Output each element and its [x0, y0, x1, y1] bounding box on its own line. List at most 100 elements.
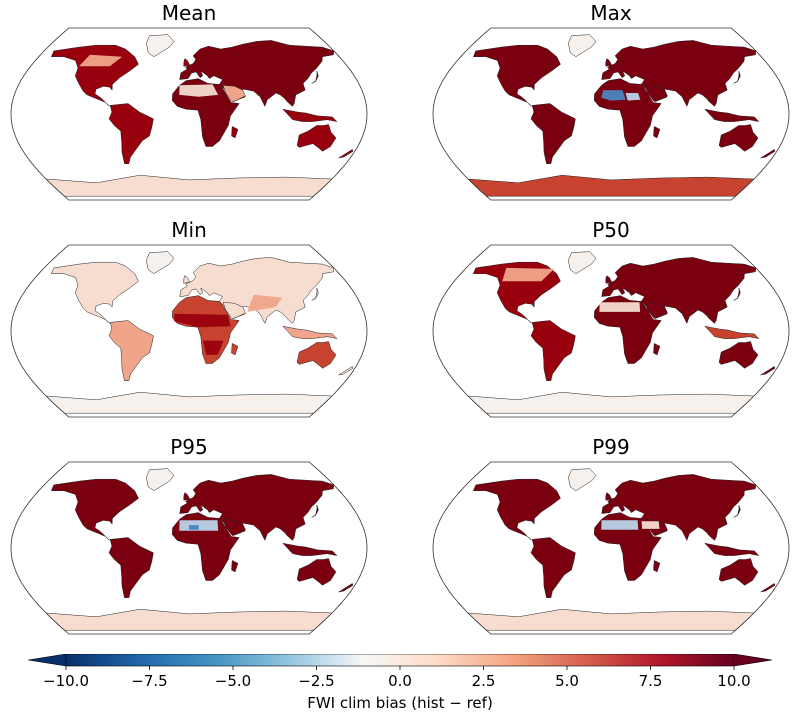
bias-patch [174, 313, 231, 328]
landmass-uk [605, 275, 613, 284]
landmass-namerica [50, 261, 139, 324]
landmass-antarctica [467, 174, 755, 197]
panel-title-p95: P95 [170, 435, 208, 459]
bias-patch [247, 294, 283, 312]
landmass-madagascar [231, 343, 239, 356]
landmass-namerica [50, 478, 139, 541]
panel-title-mean: Mean [161, 1, 217, 25]
map-frame [10, 27, 368, 201]
colorbar-tick-label: 10.0 [717, 672, 751, 690]
colorbar-tick-label: −5.0 [214, 672, 252, 690]
landmass-samerica [108, 320, 154, 381]
landmass-indonesia [282, 542, 338, 556]
landmass-arabia [644, 302, 668, 319]
bias-patch [179, 520, 219, 531]
colorbar-extend-low [28, 654, 66, 666]
landmass-uk [183, 492, 191, 501]
map-frame [10, 244, 368, 418]
world-map-p99 [432, 461, 790, 635]
landmass-eurasia [179, 40, 335, 108]
landmass-namerica [50, 44, 139, 107]
landmass-africa [594, 295, 662, 364]
landmass-greenland [146, 251, 175, 274]
landmass-australia [296, 124, 337, 152]
landmass-samerica [530, 103, 576, 164]
bias-patch [79, 54, 123, 67]
landmass-madagascar [653, 126, 661, 139]
landmass-antarctica [45, 174, 333, 197]
landmass-arabia [644, 85, 668, 102]
landmass-eurasia [601, 40, 757, 108]
landmass-uk [605, 58, 613, 67]
world-map-max [432, 27, 790, 201]
landmass-indonesia [704, 108, 760, 122]
colorbar-label: FWI clim bias (hist − ref) [307, 694, 493, 712]
landmass-nz [760, 149, 776, 159]
colorbar-body [65, 654, 735, 667]
landmass-greenland [568, 34, 597, 57]
colorbar-gradient [27, 654, 773, 670]
landmass-nz [760, 583, 776, 593]
landmass-greenland [146, 34, 175, 57]
landmass-uk [183, 58, 191, 67]
panel-max: Max [426, 2, 796, 202]
landmass-eurasia [601, 257, 757, 325]
landmass-japan [311, 70, 319, 84]
colorbar-tick-label: −2.5 [298, 672, 335, 690]
panel-title-p99: P99 [592, 435, 630, 459]
landmass-samerica [530, 537, 576, 598]
landmass-samerica [530, 320, 576, 381]
bias-patch [179, 84, 219, 97]
landmass-australia [296, 558, 337, 586]
landmass-antarctica [467, 608, 755, 631]
world-map-p50 [432, 244, 790, 418]
landmass-indonesia [704, 325, 760, 339]
landmass-madagascar [653, 343, 661, 356]
landmass-japan [311, 504, 319, 518]
landmass-indonesia [282, 108, 338, 122]
landmass-antarctica [467, 391, 755, 414]
bias-patch [641, 521, 660, 529]
landmass-greenland [146, 468, 175, 491]
landmass-namerica [472, 478, 561, 541]
landmass-eurasia [179, 257, 335, 325]
landmass-arabia [222, 85, 246, 102]
colorbar-tick-label: −10.0 [43, 672, 89, 690]
landmass-nz [760, 366, 776, 376]
colorbar-tick-label: −7.5 [131, 672, 168, 690]
bias-patch [502, 267, 555, 282]
panel-title-p50: P50 [592, 218, 630, 242]
world-map-p95 [10, 461, 368, 635]
landmass-japan [733, 504, 741, 518]
colorbar-tick-label: 0.0 [388, 672, 412, 690]
colorbar-tick-label: 2.5 [471, 672, 496, 690]
panel-p95: P95 [4, 436, 374, 636]
landmass-australia [718, 124, 759, 152]
landmass-nz [338, 583, 354, 593]
landmass-indonesia [704, 542, 760, 556]
landmass-japan [733, 287, 741, 301]
landmass-eurasia [601, 474, 757, 542]
panel-mean: Mean [4, 2, 374, 202]
panel-min: Min [4, 219, 374, 419]
landmass-eurasia [179, 474, 335, 542]
panel-p50: P50 [426, 219, 796, 419]
landmass-samerica [108, 537, 154, 598]
colorbar: −10.0 −7.5 −5.0 −2.5 0.0 2.5 5.0 7.5 10.0 FWI cl… [0, 650, 800, 718]
colorbar-tick-label: 5.0 [555, 672, 579, 690]
landmass-australia [296, 341, 337, 369]
landmass-uk [183, 275, 191, 284]
landmass-uk [605, 492, 613, 501]
panel-p99: P99 [426, 436, 796, 636]
landmass-africa [172, 295, 240, 364]
landmass-nz [338, 149, 354, 159]
landmass-madagascar [231, 126, 239, 139]
map-frame [432, 461, 790, 635]
bias-patch [599, 302, 641, 312]
landmass-antarctica [45, 391, 333, 414]
landmass-namerica [472, 44, 561, 107]
landmass-australia [718, 341, 759, 369]
map-frame [432, 244, 790, 418]
bias-patch [625, 93, 641, 101]
colorbar-extend-high [734, 654, 772, 666]
